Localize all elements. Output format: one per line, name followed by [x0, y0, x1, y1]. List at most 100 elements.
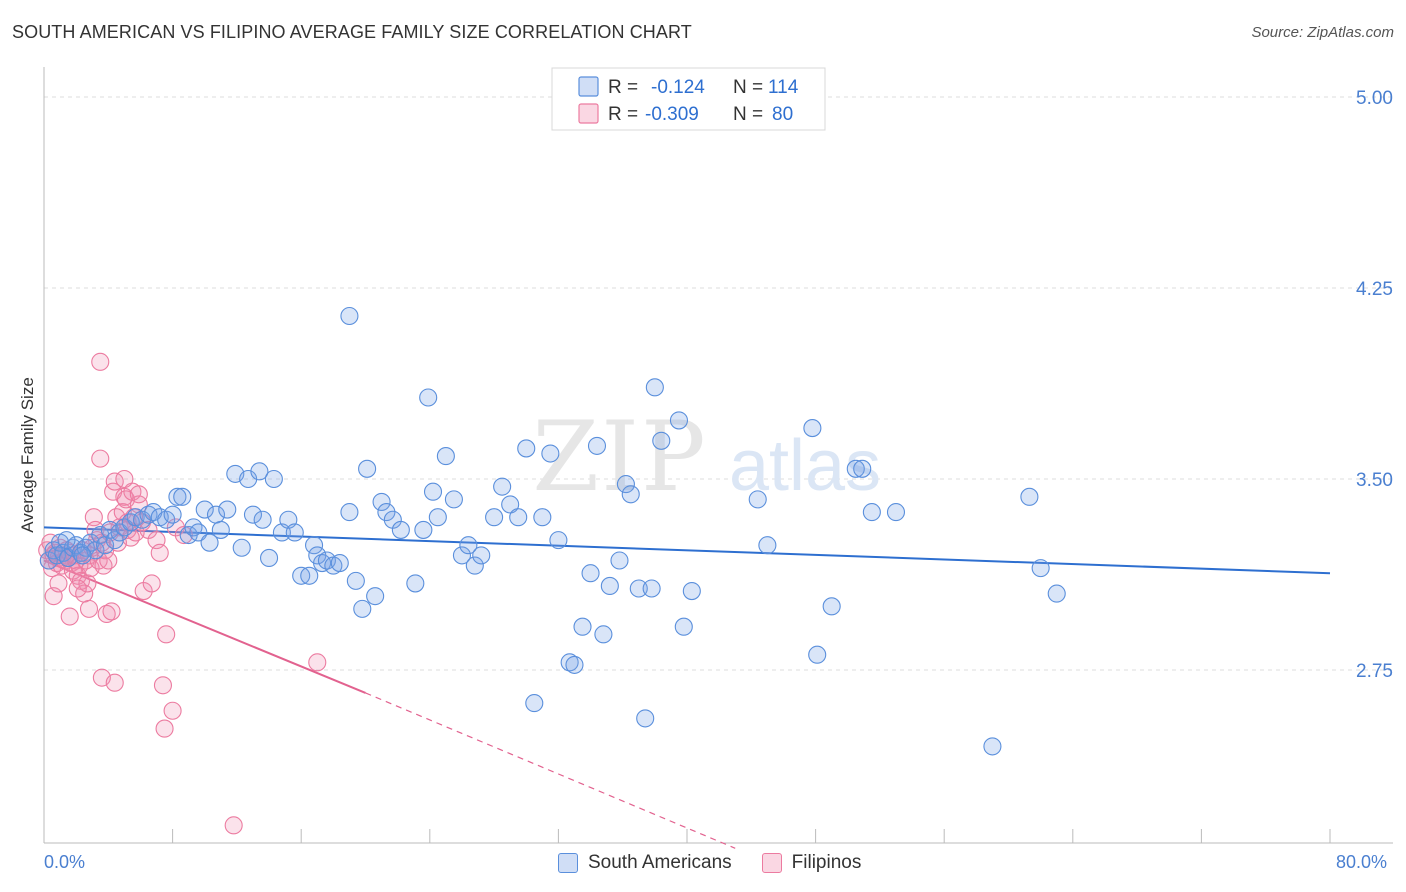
- data-point-south-americans: [616, 475, 635, 494]
- legend-n-value: 80: [772, 104, 793, 125]
- y-tick-labels: 2.75 3.50 4.25 5.00: [1356, 88, 1393, 682]
- data-point-south-americans: [517, 439, 536, 458]
- legend-label-south-americans: South Americans: [588, 852, 732, 873]
- legend-n-label: N =: [733, 104, 763, 125]
- data-point-south-americans: [391, 520, 410, 539]
- trendline-filipinos-extension: [365, 692, 736, 849]
- data-point-filipinos: [89, 551, 108, 570]
- filipinos-points: [38, 352, 327, 835]
- data-point-south-americans: [1047, 584, 1066, 603]
- data-point-south-americans: [340, 503, 359, 522]
- legend-swatch-blue: [578, 76, 599, 97]
- data-point-south-americans: [423, 482, 443, 501]
- data-point-south-americans: [509, 508, 528, 527]
- data-point-south-americans: [621, 485, 640, 504]
- data-point-south-americans: [501, 495, 520, 514]
- data-point-south-americans: [587, 436, 607, 455]
- trendlines: [43, 526, 1331, 849]
- trendline-south-americans: [43, 526, 1331, 575]
- data-point-south-americans: [436, 447, 455, 466]
- data-point-filipinos: [129, 485, 148, 504]
- data-point-filipinos: [163, 701, 182, 720]
- data-point-south-americans: [645, 378, 664, 397]
- data-point-south-americans: [493, 477, 512, 496]
- legend-item-south-americans: South Americans: [558, 852, 732, 874]
- data-point-south-americans: [636, 709, 655, 728]
- data-point-filipinos: [91, 449, 110, 468]
- data-point-filipinos: [105, 673, 124, 692]
- data-point-south-americans: [822, 597, 841, 616]
- data-point-south-americans: [414, 520, 433, 539]
- data-point-south-americans: [465, 556, 484, 575]
- data-point-south-americans: [1020, 487, 1039, 506]
- data-point-south-americans: [459, 536, 478, 555]
- data-point-south-americans: [853, 459, 872, 478]
- data-point-south-americans: [330, 553, 349, 573]
- data-point-south-americans: [232, 538, 251, 557]
- chart-title: SOUTH AMERICAN VS FILIPINO AVERAGE FAMIL…: [12, 22, 692, 42]
- data-point-south-americans: [250, 462, 269, 481]
- data-point-south-americans: [195, 500, 214, 519]
- data-point-south-americans: [189, 523, 208, 542]
- data-point-filipinos: [97, 604, 116, 624]
- data-point-filipinos: [94, 556, 113, 575]
- data-point-south-americans: [243, 505, 263, 524]
- data-point-south-americans: [428, 508, 447, 527]
- data-point-south-americans: [533, 508, 552, 527]
- data-point-south-americans: [846, 459, 865, 478]
- data-point-filipinos: [153, 676, 173, 695]
- data-point-filipinos: [91, 352, 110, 371]
- data-point-south-americans: [674, 617, 693, 636]
- data-point-south-americans: [581, 564, 600, 583]
- legend-r-value: -0.124: [651, 77, 705, 98]
- data-point-south-americans: [200, 533, 219, 552]
- y-tick-label: 2.75: [1356, 661, 1393, 682]
- data-point-south-americans: [57, 531, 76, 550]
- x-tick-label-max: 80.0%: [1336, 852, 1388, 872]
- data-point-south-americans: [452, 546, 472, 565]
- data-point-south-americans: [541, 444, 560, 463]
- data-point-filipinos: [68, 579, 87, 598]
- data-point-south-americans: [600, 576, 619, 596]
- data-point-south-americans: [525, 694, 544, 713]
- data-point-south-americans: [803, 419, 822, 438]
- data-point-filipinos: [60, 607, 79, 626]
- data-point-south-americans: [419, 388, 438, 407]
- data-point-filipinos: [78, 574, 97, 593]
- gridlines: [44, 96, 1393, 671]
- data-point-south-americans: [358, 459, 377, 478]
- data-point-filipinos: [224, 816, 243, 835]
- data-point-south-americans: [259, 548, 279, 567]
- legend-n-value: 114: [768, 77, 799, 98]
- data-point-south-americans: [372, 492, 391, 511]
- data-point-south-americans: [353, 599, 372, 618]
- data-point-south-americans: [73, 546, 92, 565]
- data-point-south-americans: [629, 579, 648, 598]
- south-americans-points: [39, 306, 1066, 756]
- data-point-south-americans: [406, 574, 425, 593]
- legend-r-label: R =: [608, 104, 638, 125]
- data-point-south-americans: [264, 469, 283, 489]
- watermark-atlas: atlas: [729, 426, 881, 506]
- data-point-south-americans: [121, 513, 140, 532]
- data-point-filipinos: [157, 625, 176, 644]
- data-point-south-americans: [808, 645, 827, 664]
- data-point-south-americans: [346, 571, 365, 590]
- data-point-south-americans: [748, 490, 767, 509]
- source-credit: Source: ZipAtlas.com: [1251, 24, 1394, 41]
- data-point-filipinos: [142, 574, 161, 593]
- data-point-south-americans: [340, 306, 359, 326]
- data-point-south-americans: [1031, 559, 1050, 578]
- data-point-south-americans: [91, 525, 110, 545]
- data-point-south-americans: [305, 536, 324, 555]
- data-point-south-americans: [163, 505, 182, 524]
- data-point-south-americans: [594, 625, 613, 644]
- legend-swatch-pink: [578, 103, 599, 124]
- x-tick-label-min: 0.0%: [44, 852, 86, 872]
- data-point-south-americans: [485, 508, 504, 527]
- data-point-south-americans: [184, 518, 203, 537]
- legend-swatch-blue: [558, 853, 578, 873]
- y-tick-label: 5.00: [1356, 88, 1393, 109]
- data-point-south-americans: [444, 490, 463, 509]
- data-point-south-americans: [758, 536, 777, 555]
